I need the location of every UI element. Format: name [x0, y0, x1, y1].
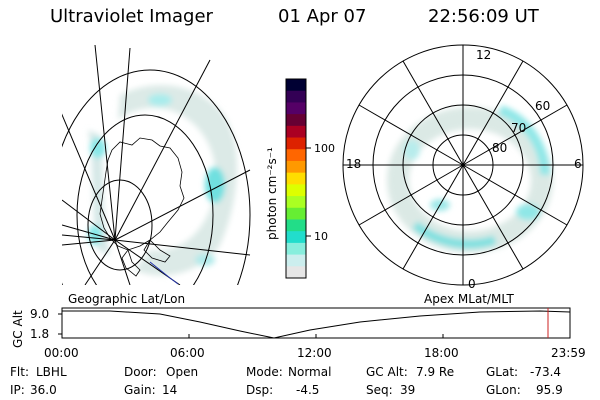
- info-ip-value: 36.0: [30, 383, 57, 397]
- info-dsp-value: -4.5: [296, 383, 320, 397]
- info-seq-label: Seq:: [366, 383, 393, 397]
- info-dsp-label: Dsp:: [246, 383, 274, 397]
- info-glat-label: GLat:: [486, 365, 519, 379]
- date: 01 Apr 07: [278, 6, 367, 27]
- colorbar: 100 10 photon cm⁻²s⁻¹: [265, 78, 335, 279]
- colorbar-swatch: [286, 219, 306, 232]
- colorbar-swatch: [286, 231, 306, 244]
- blue-track: [149, 261, 179, 285]
- timeline-xtick-1200: 12:00: [297, 346, 332, 360]
- colorbar-swatch: [286, 254, 306, 267]
- colorbar-unit: photon cm⁻²s⁻¹: [265, 147, 279, 240]
- mlat-80: 80: [492, 141, 507, 155]
- aurora-oval-mag: [387, 105, 553, 253]
- timeline-ylabel: GC Alt: [11, 310, 25, 348]
- mlt-12: 12: [476, 48, 491, 62]
- colorbar-swatch: [286, 266, 306, 279]
- timeline-ytick-9: 9.0: [30, 307, 49, 321]
- colorbar-swatch: [286, 125, 306, 139]
- mag-caption: Apex MLat/MLT: [424, 292, 514, 306]
- info-glat-value: -73.4: [530, 365, 562, 379]
- polar-plot: 12 18 6 0 60 70 80: [342, 44, 584, 291]
- info-door-value: Open: [166, 365, 199, 379]
- mlt-6: 6: [574, 157, 582, 171]
- timeline-xtick-1800: 18:00: [424, 346, 459, 360]
- info-filter-value: LBHL: [36, 365, 67, 379]
- colorbar-swatch: [286, 160, 306, 174]
- info-filter-label: Flt:: [10, 365, 29, 379]
- info-gain-label: Gain:: [124, 383, 156, 397]
- aurora-oval-geo: [88, 85, 237, 276]
- info-gain-value: 14: [162, 383, 178, 397]
- mlat-60: 60: [535, 99, 550, 113]
- mlt-0: 0: [468, 277, 476, 291]
- colorbar-swatch: [286, 184, 306, 197]
- info-mode-label: Mode:: [246, 365, 283, 379]
- altitude-curve: [62, 310, 571, 339]
- colorbar-swatch: [286, 90, 306, 103]
- timeline-xtick-0000: 00:00: [44, 346, 79, 360]
- colorbar-swatch: [286, 102, 306, 115]
- mlat-70: 70: [511, 121, 526, 135]
- colorbar-swatch: [286, 137, 306, 150]
- title: Ultraviolet Imager: [50, 6, 213, 27]
- colorbar-swatch: [286, 172, 306, 185]
- time: 22:56:09 UT: [428, 6, 539, 27]
- colorbar-label-10: 10: [314, 230, 328, 243]
- timeline-xtick-0600: 06:00: [170, 346, 205, 360]
- info-seq-value: 39: [400, 383, 416, 397]
- timeline-ytick-1.8: 1.8: [30, 327, 49, 341]
- orbit-timeline: GC Alt 9.0 1.8 00:00 06:00 12:00 18:00 2…: [11, 307, 586, 360]
- colorbar-swatch: [286, 207, 306, 220]
- info-mode-value: Normal: [288, 365, 332, 379]
- colorbar-swatch: [286, 149, 306, 162]
- info-glon-label: GLon:: [486, 383, 521, 397]
- info-door-label: Door:: [124, 365, 157, 379]
- info-gcalt-label: GC Alt:: [366, 365, 408, 379]
- info-glon-value: 95.9: [536, 383, 563, 397]
- mlt-18: 18: [346, 157, 361, 171]
- colorbar-swatch: [286, 196, 306, 209]
- colorbar-label-100: 100: [314, 142, 335, 155]
- polar-grid: [342, 44, 584, 286]
- colorbar-swatch: [286, 242, 306, 256]
- info-ip-label: IP:: [10, 383, 25, 397]
- colorbar-frame: [285, 78, 307, 279]
- coastline: [99, 137, 185, 277]
- meridians: [62, 45, 251, 285]
- colorbar-gradient: [286, 79, 306, 279]
- info-gcalt-value: 7.9 Re: [416, 365, 455, 379]
- timeline-xtick-2359: 23:59: [551, 346, 586, 360]
- colorbar-swatch: [286, 114, 306, 127]
- geographic-map: [62, 45, 251, 285]
- colorbar-swatch: [286, 79, 306, 92]
- geo-caption: Geographic Lat/Lon: [68, 292, 185, 306]
